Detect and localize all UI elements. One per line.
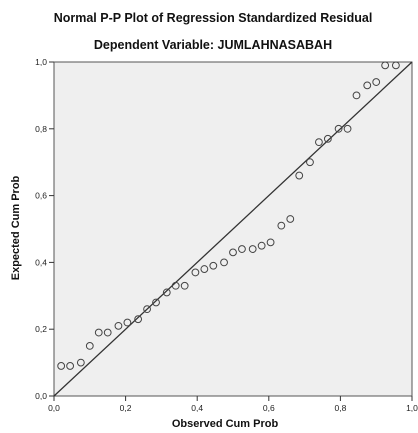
x-tick-label: 1,0: [406, 403, 418, 413]
x-tick-label: 0,4: [191, 403, 203, 413]
data-point: [248, 245, 257, 253]
data-point: [323, 134, 332, 143]
y-tick-label: 0,4: [35, 257, 47, 267]
reference-line: [53, 61, 413, 397]
chart-title: Normal P-P Plot of Regression Standardiz…: [54, 11, 373, 25]
chart-marks: 0,0 0,2 0,4 0,6 0,8 1,0 0,0 0,2 0,4 0,6 0,8 1,0: [35, 57, 418, 413]
data-point: [94, 328, 103, 337]
data-point: [220, 258, 228, 267]
x-tick-label: 0,2: [120, 403, 132, 413]
x-tick-label: 0,0: [48, 403, 60, 413]
data-point: [162, 288, 171, 297]
data-point: [134, 315, 143, 324]
data-point: [315, 138, 323, 147]
data-point: [352, 91, 361, 100]
y-axis-label: Expected Cum Prob: [10, 175, 22, 280]
data-point: [363, 81, 372, 90]
data-point: [238, 245, 246, 253]
data-point: [391, 61, 400, 70]
data-point: [286, 215, 295, 223]
y-tick-label: 0,6: [35, 191, 47, 201]
y-tick-label: 0,0: [35, 391, 47, 401]
data-point: [143, 305, 151, 314]
data-point: [191, 268, 200, 277]
chart-subtitle: Dependent Variable: JUMLAHNASABAH: [94, 38, 332, 52]
x-tick-label: 0,6: [263, 403, 275, 413]
data-point: [76, 358, 85, 367]
data-point: [66, 362, 75, 370]
y-tick-label: 0,8: [35, 124, 47, 134]
data-point: [114, 321, 123, 330]
data-point: [209, 261, 218, 270]
data-point: [200, 265, 209, 273]
y-tick-label: 1,0: [35, 57, 47, 67]
data-point: [343, 124, 352, 133]
data-point: [229, 248, 237, 257]
data-point: [381, 61, 390, 70]
data-point: [85, 342, 94, 350]
data-point: [266, 238, 275, 247]
data-point: [277, 221, 286, 230]
data-point: [306, 158, 314, 167]
y-tick-label: 0,2: [35, 324, 47, 334]
x-tick-label: 0,8: [334, 403, 346, 413]
data-point: [372, 78, 381, 86]
data-point: [334, 124, 343, 133]
data-point: [171, 281, 180, 290]
data-point: [295, 171, 304, 180]
data-point: [257, 241, 266, 250]
data-point: [57, 362, 66, 370]
data-point: [152, 298, 160, 307]
data-point: [180, 281, 189, 290]
data-point: [123, 318, 132, 327]
data-point: [103, 328, 112, 337]
x-axis-label: Observed Cum Prob: [172, 418, 279, 430]
